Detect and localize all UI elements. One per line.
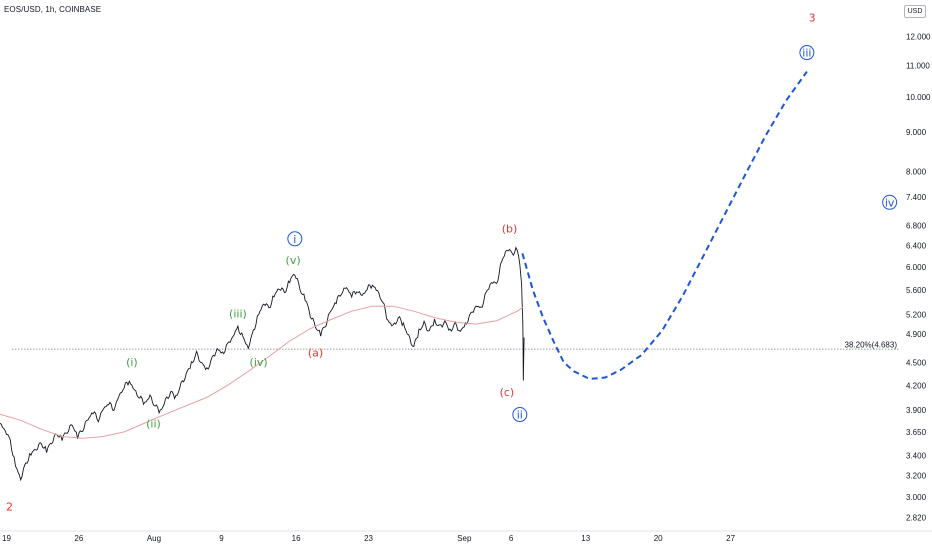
- price-tick-label: 3.900: [906, 406, 927, 415]
- price-tick-label: 11.000: [906, 61, 930, 70]
- series-layer: [0, 71, 808, 482]
- price-tick-label: 3.200: [906, 472, 927, 481]
- wave-label: (iii): [229, 308, 247, 321]
- wave-label: ii: [517, 409, 523, 422]
- price-tick-label: 4.900: [906, 330, 927, 339]
- time-tick-label: 16: [292, 534, 301, 543]
- price-tick-label: 4.500: [906, 358, 927, 367]
- price-tick-label: 8.000: [906, 167, 927, 176]
- price-tick-label: 12.000: [906, 33, 931, 42]
- fib-level: 38.20%(4.683): [12, 341, 900, 350]
- time-tick-label: 27: [726, 534, 735, 543]
- wave-label: (ii): [146, 417, 161, 430]
- wave-label: i: [293, 233, 296, 246]
- wave-label: 3: [809, 12, 816, 25]
- wave-label: 2: [6, 501, 13, 514]
- time-tick-label: 26: [74, 534, 83, 543]
- price-tick-label: 5.600: [906, 286, 927, 295]
- time-tick-label: Sep: [457, 534, 472, 543]
- wave-label: (iv): [250, 356, 268, 369]
- price-tick-label: 4.200: [906, 381, 927, 390]
- price-tick-label: 10.000: [906, 93, 931, 102]
- wave-label: (a): [308, 347, 323, 360]
- price-series-line: [0, 246, 525, 482]
- projection-path: [521, 71, 808, 381]
- wave-label: (i): [126, 356, 138, 369]
- fib-level-label: 38.20%(4.683): [845, 341, 898, 350]
- time-tick-label: 23: [364, 534, 373, 543]
- wave-circle: [799, 45, 815, 61]
- wave-circle: [512, 407, 528, 423]
- wave-label: iv: [885, 196, 895, 209]
- price-tick-label: 7.400: [906, 193, 927, 202]
- wave-label: (b): [502, 223, 518, 236]
- time-axis-ticks: 19 26 Aug 9 16 23 Sep 6 13 20 27: [0, 530, 932, 543]
- wave-circle: [287, 231, 303, 247]
- time-tick-label: 6: [509, 534, 514, 543]
- price-tick-label: 3.650: [906, 428, 927, 437]
- time-tick-label: 9: [219, 534, 224, 543]
- price-tick-label: 6.800: [906, 221, 927, 230]
- time-tick-label: 20: [654, 534, 663, 543]
- wave-label: iii: [802, 47, 811, 60]
- price-tick-label: 3.000: [906, 493, 927, 502]
- wave-circle: [882, 194, 898, 210]
- chart-title: EOS/USD, 1h, COINBASE: [4, 5, 102, 14]
- time-tick-label: 13: [581, 534, 590, 543]
- price-tick-label: 6.400: [906, 241, 927, 250]
- currency-button[interactable]: USD: [904, 5, 926, 18]
- time-tick-label: 19: [2, 534, 11, 543]
- time-tick-label: Aug: [147, 534, 161, 543]
- moving-average-line: [0, 305, 524, 439]
- price-tick-label: 2.820: [906, 514, 927, 523]
- price-tick-label: 6.000: [906, 263, 927, 272]
- price-axis-ticks: 12.000 11.000 10.000 9.000 8.000 7.400 6.800 6.…: [906, 33, 931, 523]
- wave-label: (v): [286, 254, 301, 267]
- price-tick-label: 5.200: [906, 310, 927, 319]
- wave-label: (c): [500, 386, 515, 399]
- price-tick-label: 9.000: [906, 128, 927, 137]
- price-tick-label: 3.400: [906, 452, 927, 461]
